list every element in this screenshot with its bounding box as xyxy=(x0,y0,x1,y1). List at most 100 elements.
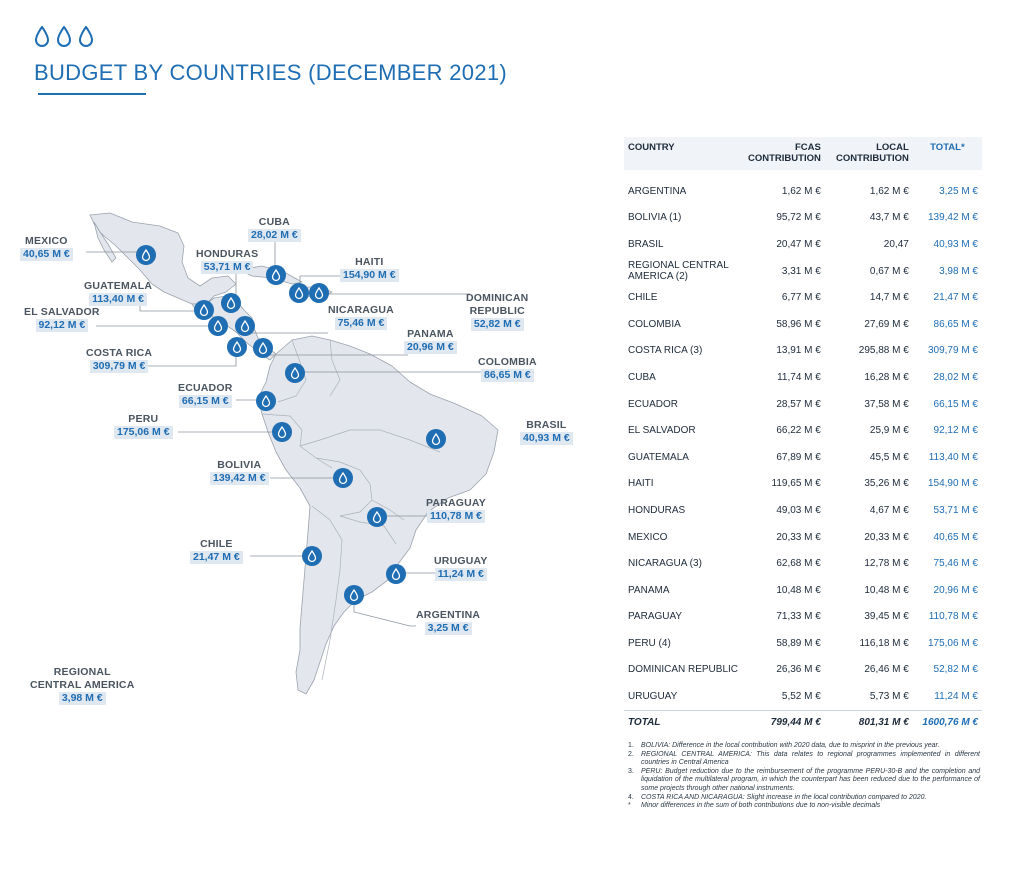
table-row: BRASIL 20,47 M € 20,47 40,93 M € xyxy=(624,231,982,258)
table-header-row: COUNTRY FCAS CONTRIBUTION LOCAL CONTRIBU… xyxy=(624,137,982,170)
marker-cuba xyxy=(266,265,286,285)
marker-colombia xyxy=(285,363,305,383)
cell-fcas: 3,31 M € xyxy=(781,265,821,277)
table-row: URUGUAY 5,52 M € 5,73 M € 11,24 M € xyxy=(624,683,982,710)
cell-country: REGIONAL CENTRAL AMERICA (2) xyxy=(628,260,729,283)
leader-costa-rica xyxy=(148,348,237,367)
cell-total: 53,71 M € xyxy=(933,504,978,516)
cell-fcas: 58,89 M € xyxy=(776,637,821,649)
marker-guatemala xyxy=(194,300,214,320)
cell-total: 309,79 M € xyxy=(927,345,978,357)
cell-local: 295,88 M € xyxy=(858,345,909,357)
cell-fcas: 20,33 M € xyxy=(776,531,821,543)
cell-fcas: 66,22 M € xyxy=(776,425,821,437)
cell-fcas: 71,33 M € xyxy=(776,611,821,623)
cell-local: 39,45 M € xyxy=(864,611,909,623)
cell-total: 40,65 M € xyxy=(933,531,978,543)
table-row: CHILE 6,77 M € 14,7 M € 21,47 M € xyxy=(624,284,982,311)
total-sum: 1600,76 M € xyxy=(912,709,982,735)
label-chile: CHILE 21,47 M € xyxy=(190,538,243,564)
footnote-text: BOLIVIA: Difference in the local contrib… xyxy=(641,742,940,749)
cell-country: MEXICO xyxy=(628,531,668,543)
cell-fcas: 1,62 M € xyxy=(781,185,821,197)
header-total: TOTAL* xyxy=(912,137,982,170)
cell-local: 14,7 M € xyxy=(869,292,909,304)
footnote-text: PERU: Budget reduction due to the reimbu… xyxy=(641,767,980,792)
cell-fcas: 67,89 M € xyxy=(776,451,821,463)
table-row: COSTA RICA (3) 13,91 M € 295,88 M € 309,79 … xyxy=(624,338,982,365)
header-drops xyxy=(34,26,94,48)
cell-fcas: 6,77 M € xyxy=(781,292,821,304)
footnote-number: 3. xyxy=(628,767,634,775)
water-drop-icon xyxy=(78,26,94,47)
footnote-text: COSTA RICA AND NICARAGUA: Slight increas… xyxy=(641,793,927,801)
table-row: HONDURAS 49,03 M € 4,67 M € 53,71 M € xyxy=(624,497,982,524)
cell-total: 139,42 M € xyxy=(927,212,978,224)
marker-bolivia xyxy=(333,468,353,488)
cell-fcas: 95,72 M € xyxy=(776,212,821,224)
cell-total: 40,93 M € xyxy=(933,238,978,250)
cell-total: 3,98 M € xyxy=(939,265,978,277)
cell-total: 113,40 M € xyxy=(928,451,978,463)
cell-country: ECUADOR xyxy=(628,398,679,410)
cell-local: 16,28 M € xyxy=(864,371,909,383)
label-panama: PANAMA 20,96 M € xyxy=(404,328,457,354)
table-row: CUBA 11,74 M € 16,28 M € 28,02 M € xyxy=(624,364,982,391)
marker-panama xyxy=(253,338,273,358)
footnote-text: REGIONAL CENTRAL AMERICA: This data rela… xyxy=(641,750,980,767)
cell-country: HONDURAS xyxy=(628,504,686,516)
cell-total: 92,12 M € xyxy=(933,425,978,437)
cell-country: BRASIL xyxy=(628,238,664,250)
table-row: ARGENTINA 1,62 M € 1,62 M € 3,25 M € xyxy=(624,178,982,205)
cell-country: COSTA RICA (3) xyxy=(628,345,703,357)
table-row: ECUADOR 28,57 M € 37,58 M € 66,15 M € xyxy=(624,391,982,418)
cell-total: 21,47 M € xyxy=(933,292,978,304)
title-underline xyxy=(38,93,146,95)
cell-fcas: 26,36 M € xyxy=(776,664,821,676)
total-local: 801,31 M € xyxy=(824,709,913,735)
table-row: PANAMA 10,48 M € 10,48 M € 20,96 M € xyxy=(624,577,982,604)
label-paraguay: PARAGUAY 110,78 M € xyxy=(426,497,486,523)
label-bolivia: BOLIVIA 139,42 M € xyxy=(210,459,269,485)
cell-fcas: 49,03 M € xyxy=(776,504,821,516)
footnotes: 1. BOLIVIA: Difference in the local contr… xyxy=(628,742,980,811)
cell-total: 110,78 M € xyxy=(928,611,978,623)
cell-fcas: 58,96 M € xyxy=(776,318,821,330)
cell-fcas: 28,57 M € xyxy=(776,398,821,410)
label-regional-central-america: REGIONAL CENTRAL AMERICA 3,98 M € xyxy=(30,666,135,705)
cell-country: ARGENTINA xyxy=(628,185,687,197)
cell-local: 25,9 M € xyxy=(869,425,909,437)
table-row: COLOMBIA 58,96 M € 27,69 M € 86,65 M € xyxy=(624,311,982,338)
cell-local: 27,69 M € xyxy=(864,318,909,330)
marker-costa-rica xyxy=(227,337,247,357)
cell-country: CUBA xyxy=(628,371,656,383)
label-costa-rica: COSTA RICA 309,79 M € xyxy=(86,347,153,373)
cell-local: 20,33 M € xyxy=(864,531,909,543)
table-body: ARGENTINA 1,62 M € 1,62 M € 3,25 M € BOLIVIA… xyxy=(624,170,982,735)
cell-local: 43,7 M € xyxy=(869,212,909,224)
cell-country: COLOMBIA xyxy=(628,318,681,330)
water-drop-icon xyxy=(56,26,72,47)
cell-fcas: 119,65 M € xyxy=(771,478,821,490)
budget-table: COUNTRY FCAS CONTRIBUTION LOCAL CONTRIBU… xyxy=(624,137,982,735)
cell-total: 75,46 M € xyxy=(933,558,978,570)
label-uruguay: URUGUAY 11,24 M € xyxy=(434,555,488,581)
label-ecuador: ECUADOR 66,15 M € xyxy=(178,382,233,408)
cell-country: GUATEMALA xyxy=(628,451,689,463)
marker-chile xyxy=(302,546,322,566)
cell-country: CHILE xyxy=(628,292,658,304)
label-dominican-republic: DOMINICAN REPUBLIC 52,82 M € xyxy=(466,292,529,331)
footnote-number: 2. xyxy=(628,750,634,758)
marker-nicaragua xyxy=(235,316,255,336)
cell-total: 175,06 M € xyxy=(927,637,978,649)
marker-argentina xyxy=(344,585,364,605)
label-el-salvador: EL SALVADOR 92,12 M € xyxy=(24,306,100,332)
cell-country: PERU (4) xyxy=(628,637,671,649)
label-guatemala: GUATEMALA 113,40 M € xyxy=(84,280,153,306)
cell-local: 26,46 M € xyxy=(864,664,909,676)
cell-local: 35,26 M € xyxy=(864,478,909,490)
header-fcas: FCAS CONTRIBUTION xyxy=(744,137,825,170)
table-row: DOMINICAN REPUBLIC 26,36 M € 26,46 M € 52,8… xyxy=(624,657,982,684)
